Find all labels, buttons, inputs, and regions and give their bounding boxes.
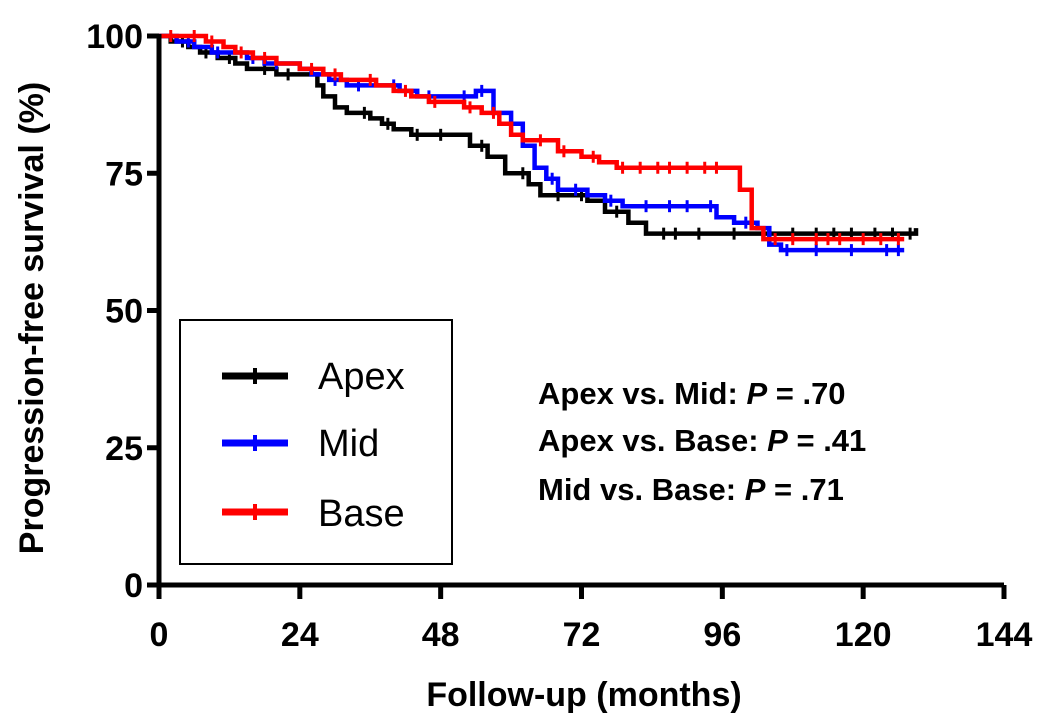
x-axis-title: Follow-up (months) bbox=[426, 676, 741, 714]
x-tick-label: 120 bbox=[835, 616, 892, 654]
survival-curve-base bbox=[159, 33, 905, 242]
legend-item-apex: Apex bbox=[222, 356, 405, 398]
y-tick-label: 0 bbox=[124, 567, 143, 605]
survival-curve-mid bbox=[159, 33, 905, 253]
y-axis-title: Progression-free survival (%) bbox=[13, 82, 51, 554]
legend-box bbox=[179, 319, 453, 565]
legend-item-mid: Mid bbox=[222, 423, 379, 465]
p-value-apex-mid: Apex vs. Mid: P = .70 bbox=[538, 376, 846, 411]
p-value-mid-base: Mid vs. Base: P = .71 bbox=[538, 472, 844, 507]
survival-curve-apex bbox=[159, 33, 919, 236]
legend-label-base: Base bbox=[318, 493, 405, 535]
p-value-apex-base: Apex vs. Base: P = .41 bbox=[538, 423, 866, 458]
legend: Apex Mid Base bbox=[179, 319, 453, 565]
survival-curves bbox=[159, 30, 919, 257]
x-tick-label: 0 bbox=[150, 616, 169, 654]
y-tick-label: 100 bbox=[86, 18, 143, 56]
legend-label-mid: Mid bbox=[318, 423, 379, 465]
x-tick-label: 96 bbox=[703, 616, 741, 654]
legend-item-base: Base bbox=[222, 493, 405, 535]
y-tick-label: 50 bbox=[105, 293, 143, 331]
x-tick-label: 144 bbox=[976, 616, 1033, 654]
axes: 0 25 50 75 100 0 24 48 72 96 120 144 bbox=[86, 18, 1032, 654]
x-tick-label: 72 bbox=[563, 616, 601, 654]
y-tick-label: 75 bbox=[105, 155, 143, 193]
x-tick-label: 48 bbox=[422, 616, 460, 654]
x-tick-label: 24 bbox=[281, 616, 319, 654]
legend-label-apex: Apex bbox=[318, 356, 405, 398]
y-tick-label: 25 bbox=[105, 430, 143, 468]
p-value-annotations: Apex vs. Mid: P = .70 Apex vs. Base: P =… bbox=[538, 376, 866, 507]
